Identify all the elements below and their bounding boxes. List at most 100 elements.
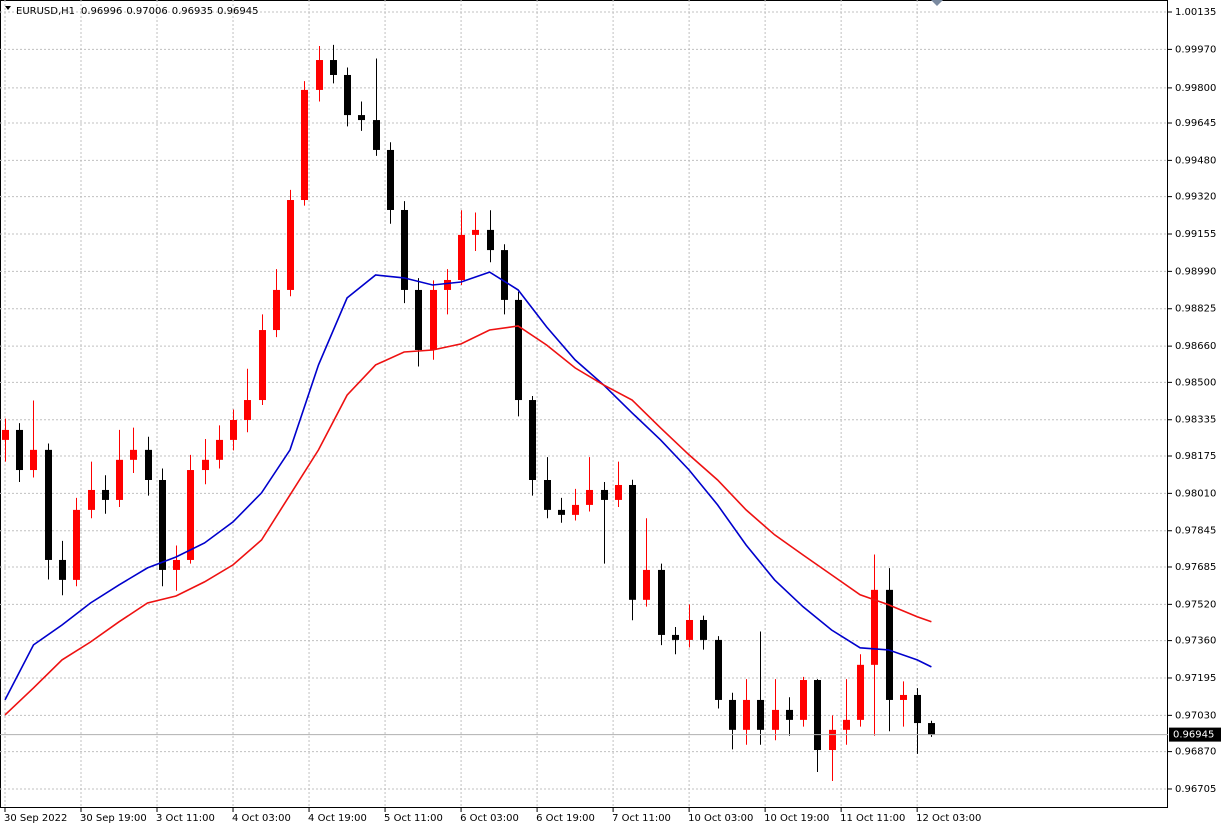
- candle-body: [244, 400, 251, 420]
- y-tick-label: 0.99320: [1175, 192, 1216, 203]
- candle-body: [586, 489, 593, 505]
- candle-body: [643, 569, 650, 600]
- y-tick-label: 0.98990: [1175, 266, 1216, 277]
- candle-body: [444, 279, 451, 290]
- candle-body: [529, 400, 536, 480]
- y-tick-label: 0.97685: [1175, 562, 1216, 573]
- candle-body: [772, 709, 779, 730]
- last-high: 0.97006: [126, 6, 167, 17]
- last-open: 0.96996: [81, 6, 122, 17]
- candle-body: [358, 115, 365, 121]
- candle-body: [900, 694, 907, 700]
- candle-body: [843, 719, 850, 730]
- x-tick-label: 3 Oct 11:00: [156, 813, 215, 824]
- y-tick-label: 0.98010: [1175, 488, 1216, 499]
- y-tick-label: 0.99155: [1175, 229, 1216, 240]
- y-tick-label: 0.98175: [1175, 451, 1216, 462]
- x-tick-label: 7 Oct 11:00: [612, 813, 671, 824]
- candle-body: [16, 429, 23, 471]
- x-tick-label: 4 Oct 03:00: [232, 813, 291, 824]
- candle-body: [102, 489, 109, 500]
- candle-body: [301, 89, 308, 201]
- candle-body: [230, 419, 237, 440]
- candle-body: [914, 694, 921, 724]
- shift-marker: [931, 0, 943, 6]
- candle-body: [572, 504, 579, 515]
- candle-body: [615, 484, 622, 500]
- candle-body: [273, 289, 280, 331]
- y-tick-label: 0.97360: [1175, 636, 1216, 647]
- candle-body: [871, 589, 878, 665]
- candle-body: [658, 569, 665, 635]
- y-tick-label: 0.98825: [1175, 304, 1216, 315]
- candle-body: [330, 60, 337, 75]
- candle-body: [487, 229, 494, 251]
- moving-average: [4, 271, 932, 701]
- candle-body: [544, 479, 551, 510]
- candle-body: [829, 729, 836, 751]
- candle-body: [729, 699, 736, 730]
- x-tick-label: 6 Oct 19:00: [536, 813, 595, 824]
- x-tick-label: 10 Oct 19:00: [764, 813, 829, 824]
- y-tick-label: 0.98500: [1175, 377, 1216, 388]
- candle-body: [757, 699, 764, 730]
- candle-body: [629, 484, 636, 600]
- candle-body: [558, 509, 565, 515]
- candle-body: [430, 289, 437, 350]
- y-tick-label: 0.96870: [1175, 747, 1216, 758]
- y-tick-label: 0.97195: [1175, 673, 1216, 684]
- last-price-label: 0.96945: [1173, 730, 1214, 741]
- y-tick-label: 0.99645: [1175, 118, 1216, 129]
- candle-body: [857, 664, 864, 720]
- candle-body: [672, 634, 679, 640]
- candle-body: [173, 559, 180, 570]
- y-tick-label: 0.99480: [1175, 155, 1216, 166]
- y-tick-label: 0.97845: [1175, 526, 1216, 537]
- plot-frame: [0, 0, 1168, 808]
- candle-body: [700, 619, 707, 640]
- candle-body: [401, 209, 408, 290]
- candle-body: [472, 229, 479, 235]
- candle-body: [814, 680, 821, 751]
- candle-body: [316, 60, 323, 90]
- last-close: 0.96945: [217, 6, 258, 17]
- candle-body: [59, 559, 66, 580]
- candle-body: [501, 250, 508, 300]
- candle-body: [686, 619, 693, 640]
- candle-body: [344, 74, 351, 116]
- chart-header: EURUSD,H1 0.96996 0.97006 0.96935 0.96945: [16, 6, 258, 17]
- candle-body: [130, 449, 137, 460]
- last-low: 0.96935: [172, 6, 213, 17]
- y-tick-label: 0.97030: [1175, 710, 1216, 721]
- y-tick-label: 0.99970: [1175, 44, 1216, 55]
- candle-body: [928, 723, 935, 735]
- candle-body: [458, 234, 465, 280]
- candle-body: [601, 489, 608, 500]
- x-tick-label: 5 Oct 11:00: [384, 813, 443, 824]
- candle-body: [145, 449, 152, 480]
- symbol: EURUSD,H1: [16, 6, 75, 17]
- y-tick-label: 0.99800: [1175, 83, 1216, 94]
- candle-body: [159, 479, 166, 570]
- candle-body: [45, 449, 52, 560]
- x-tick-label: 30 Sep 19:00: [80, 813, 147, 824]
- candle-body: [259, 330, 266, 401]
- x-tick-label: 10 Oct 03:00: [688, 813, 753, 824]
- candle-body: [415, 289, 422, 350]
- x-tick-label: 11 Oct 11:00: [840, 813, 905, 824]
- candle-body: [30, 449, 37, 471]
- x-tick-label: 30 Sep 2022: [4, 813, 67, 824]
- candle-body: [786, 709, 793, 720]
- candle-body: [515, 299, 522, 401]
- candle-body: [387, 149, 394, 210]
- moving-average: [4, 325, 932, 716]
- candle-body: [715, 639, 722, 700]
- candle-body: [800, 680, 807, 720]
- candle-body: [373, 120, 380, 150]
- y-tick-label: 0.97520: [1175, 599, 1216, 610]
- x-tick-label: 12 Oct 03:00: [916, 813, 981, 824]
- candle-body: [287, 200, 294, 290]
- last-price-box: [1169, 727, 1221, 742]
- candle-body: [88, 489, 95, 510]
